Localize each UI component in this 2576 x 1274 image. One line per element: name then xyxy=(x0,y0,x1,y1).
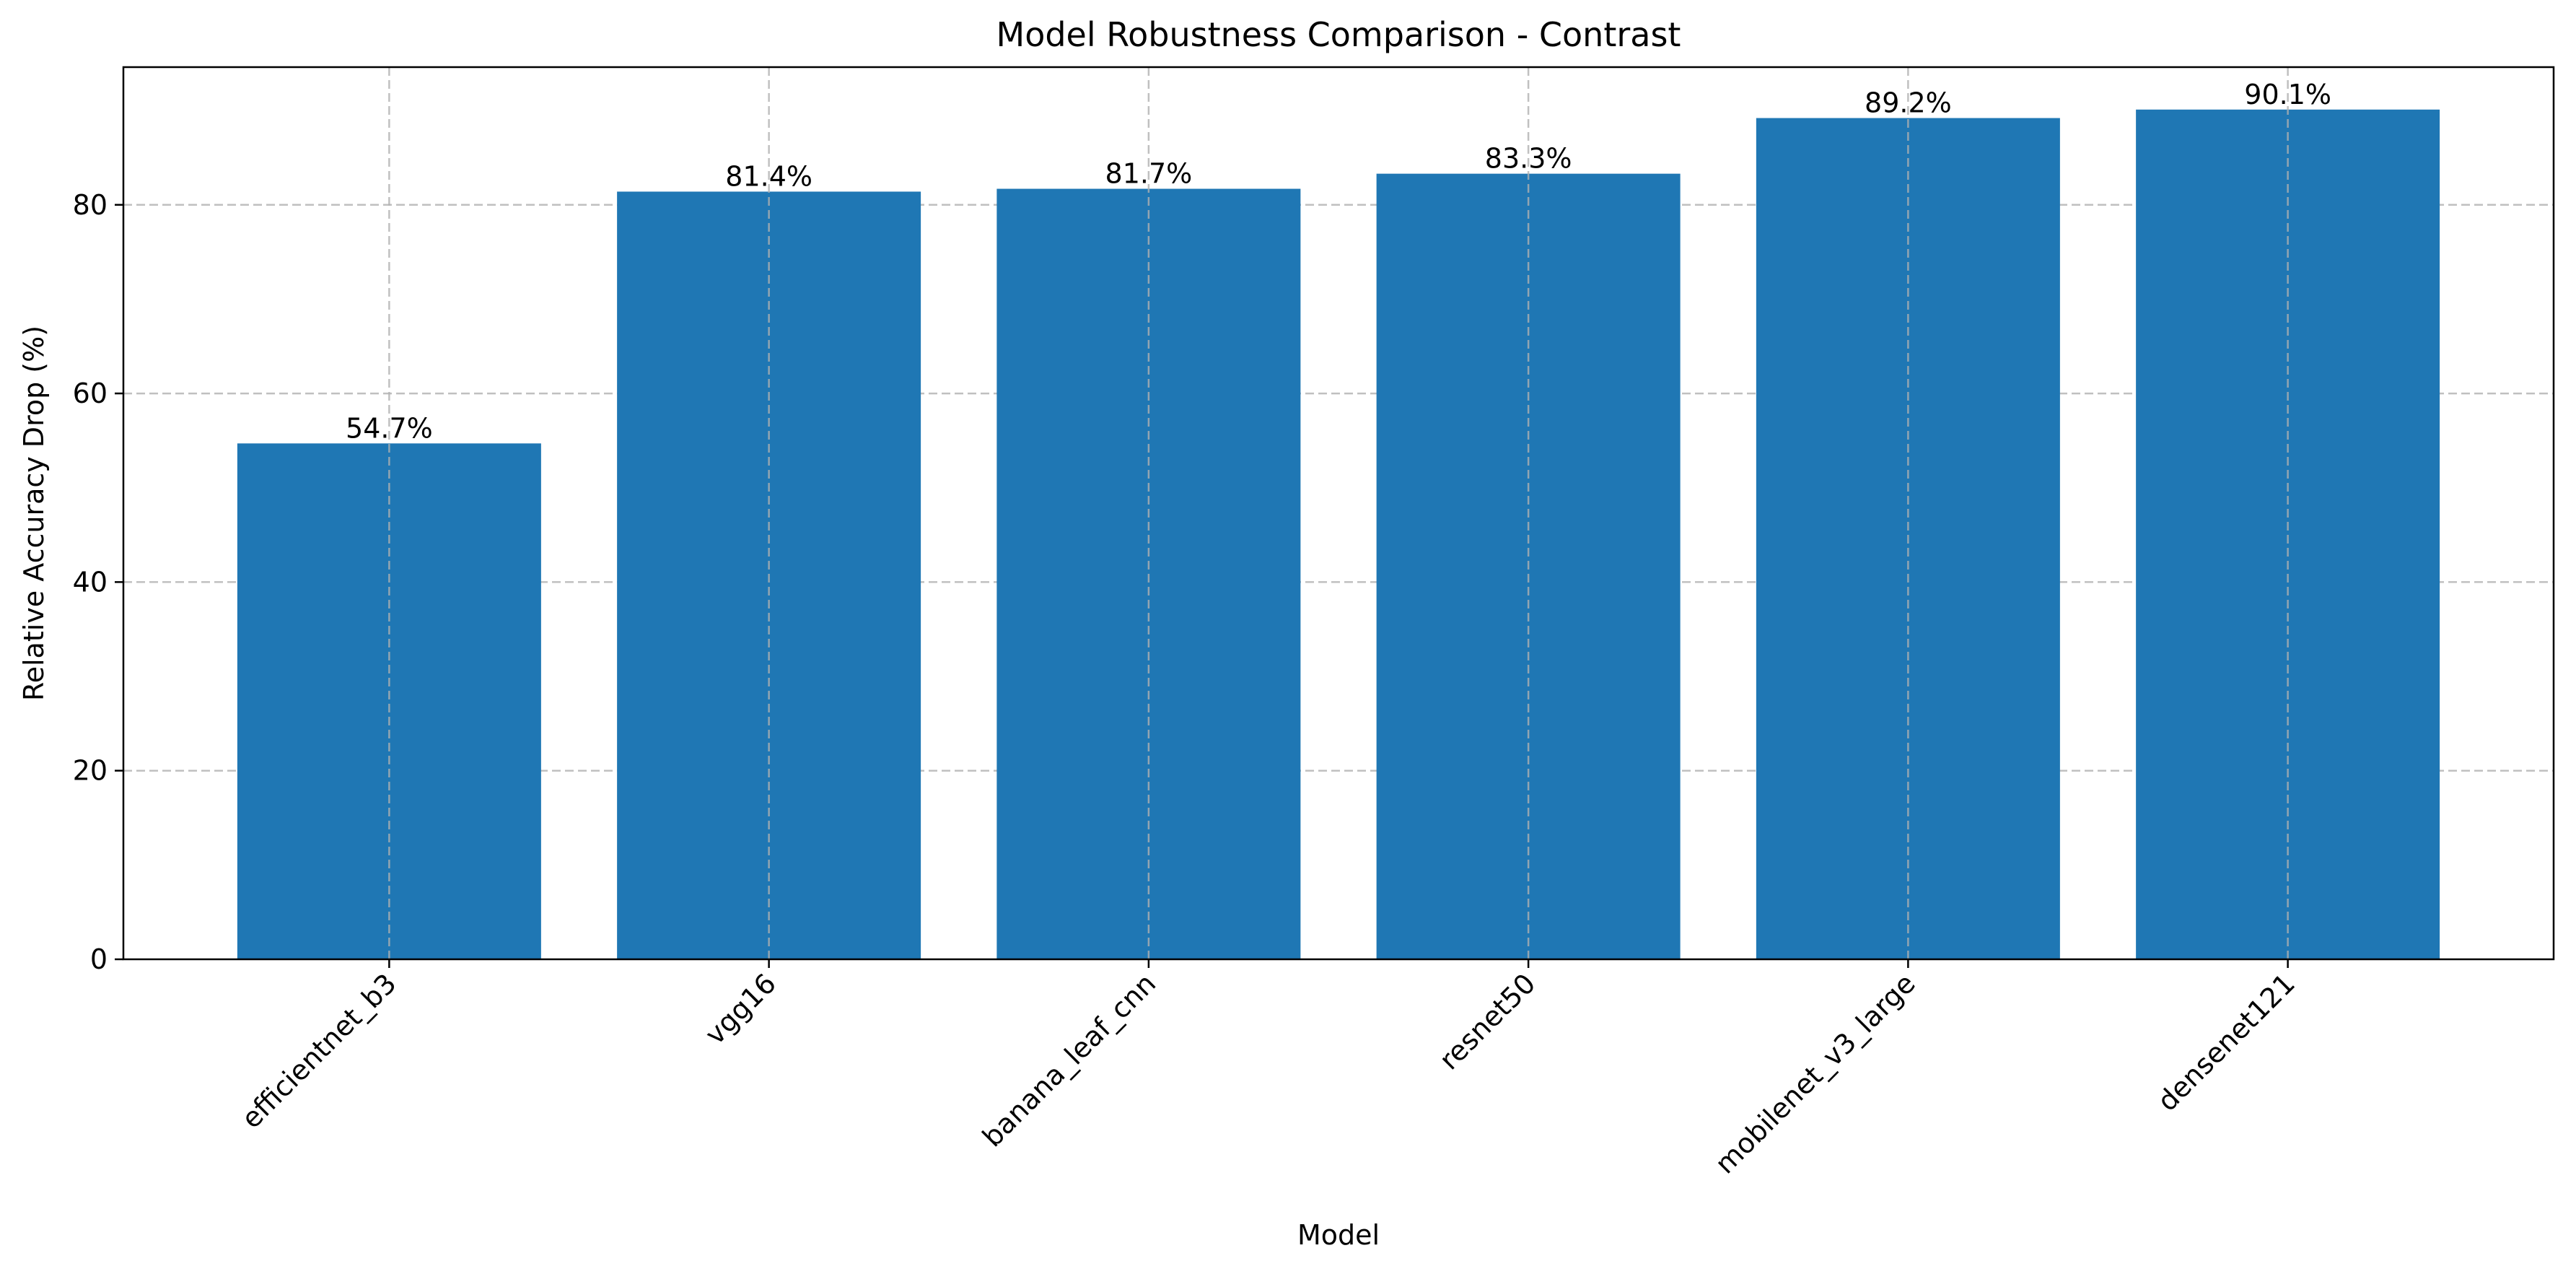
y-tick-label: 80 xyxy=(73,189,108,221)
x-axis-label: Model xyxy=(1297,1219,1380,1251)
bar-value-label: 90.1% xyxy=(2244,79,2331,110)
x-tick-label: banana_leaf_cnn xyxy=(976,967,1162,1153)
bar-value-label: 81.7% xyxy=(1105,158,1193,190)
y-tick-label: 20 xyxy=(73,755,108,787)
ticks-layer xyxy=(115,204,2289,968)
x-tick-label: vgg16 xyxy=(699,967,782,1050)
chart-title: Model Robustness Comparison - Contrast xyxy=(996,15,1681,54)
x-tick-label: mobilenet_v3_large xyxy=(1709,967,1921,1179)
bar-value-label: 89.2% xyxy=(1865,87,1952,119)
x-tick-label: resnet50 xyxy=(1433,967,1541,1076)
bar xyxy=(237,443,541,959)
y-tick-label: 60 xyxy=(73,378,108,409)
x-tick-label: densenet121 xyxy=(2151,967,2301,1117)
bar-value-label: 83.3% xyxy=(1485,143,1572,175)
plot-frame xyxy=(122,66,2555,961)
y-tick-label: 40 xyxy=(73,566,108,598)
bar-value-label: 54.7% xyxy=(346,412,433,444)
y-tick-label: 0 xyxy=(90,943,108,975)
bar-value-label: 81.4% xyxy=(725,160,812,192)
y-axis-label: Relative Accuracy Drop (%) xyxy=(18,326,50,701)
bars-layer xyxy=(237,67,2440,960)
x-tick-label: efficientnet_b3 xyxy=(235,967,403,1135)
